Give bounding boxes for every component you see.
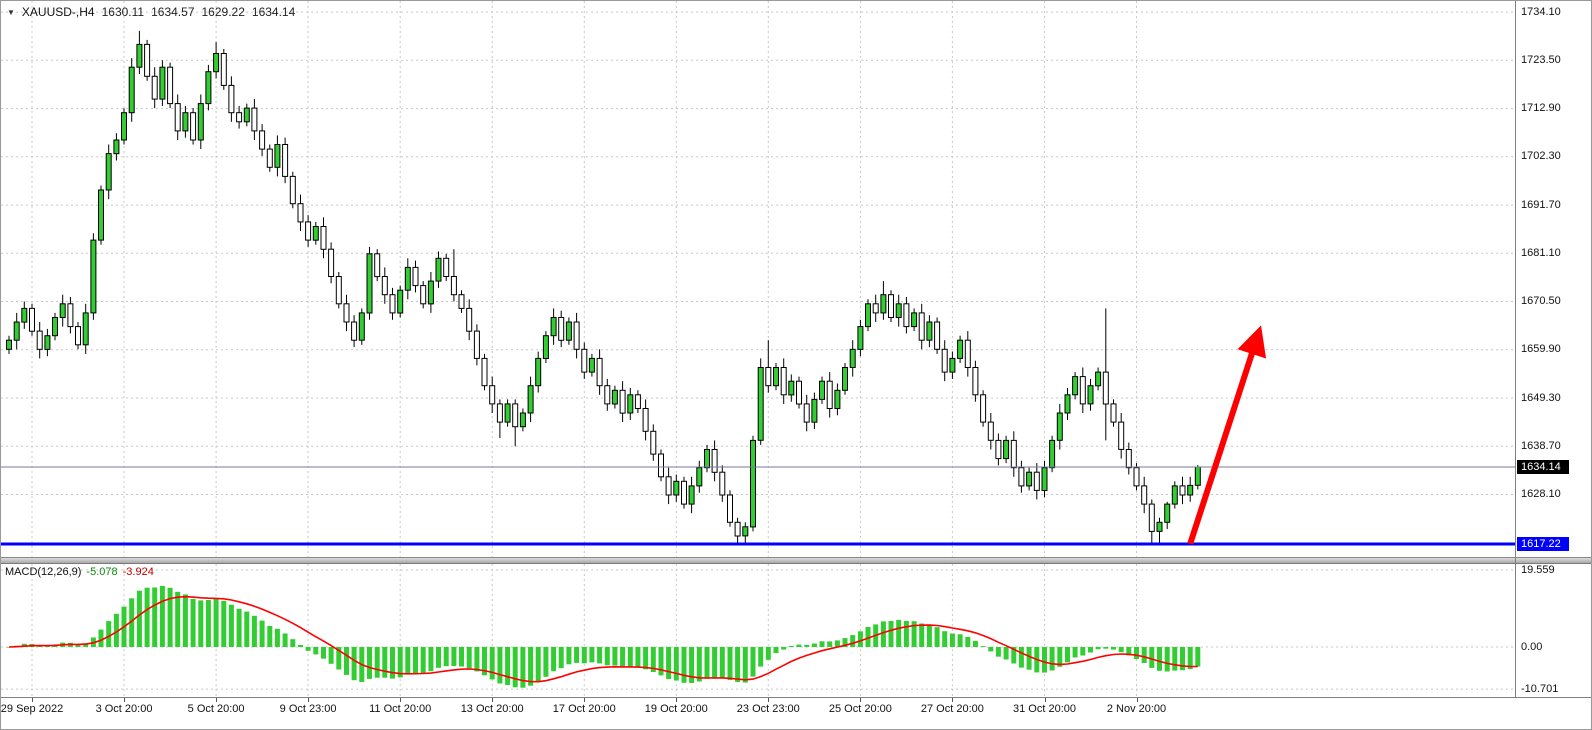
price-axis-label: 1691.70	[1521, 198, 1561, 211]
symbol-title: XAUUSD-,H4	[21, 5, 95, 19]
time-tick-mark	[860, 698, 862, 702]
trend-arrow	[1187, 325, 1267, 545]
time-tick-mark	[32, 698, 33, 702]
hline-price-badge: 1617.22	[1517, 537, 1569, 551]
time-tick-mark	[768, 698, 770, 702]
macd-name: MACD(12,26,9)	[5, 566, 82, 578]
ohlc-low: 1629.22	[201, 5, 245, 19]
macd-chart	[1, 564, 1515, 697]
current-price-badge: 1634.14	[1517, 460, 1569, 474]
price-axis-label: 1723.50	[1521, 53, 1561, 66]
ohlc-open: 1630.11	[101, 5, 145, 19]
macd-signal-line	[8, 595, 1198, 683]
time-tick-mark	[216, 698, 218, 702]
macd-axis-label: -10.701	[1521, 682, 1559, 695]
scale-separator	[1515, 1, 1516, 697]
time-tick-mark	[124, 698, 125, 702]
time-axis-label: 17 Oct 20:00	[552, 703, 616, 715]
ohlc-close: 1634.14	[251, 5, 296, 19]
time-axis-label: 27 Oct 20:00	[920, 703, 984, 715]
price-axis-label: 1702.30	[1521, 150, 1561, 163]
candlestick-chart[interactable]	[1, 1, 1515, 557]
macd-pane[interactable]: MACD(12,26,9) -5.078 -3.924	[1, 564, 1515, 697]
macd-indicator-label: MACD(12,26,9) -5.078 -3.924	[5, 566, 154, 578]
price-axis-label: 1712.90	[1521, 102, 1561, 115]
time-axis[interactable]: 29 Sep 2022 3 Oct 20:00 5 Oct 20:00 9 Oct 2…	[0, 697, 1591, 729]
price-chart-pane[interactable]: ▼ XAUUSD-,H4 1630.11 1634.57 1629.22 163…	[1, 1, 1515, 557]
time-axis-label: 5 Oct 20:00	[187, 703, 245, 715]
time-axis-label: 2 Nov 20:00	[1106, 703, 1167, 715]
price-axis-label: 1659.90	[1521, 343, 1561, 356]
time-tick-mark	[584, 698, 586, 702]
time-tick-mark	[1136, 698, 1138, 702]
time-axis-label: 29 Sep 2022	[0, 703, 64, 715]
time-axis-label: 19 Oct 20:00	[644, 703, 708, 715]
time-tick-mark	[492, 698, 494, 702]
price-axis-label: 1649.30	[1521, 391, 1561, 404]
time-axis-label: 23 Oct 23:00	[736, 703, 800, 715]
time-tick-mark	[308, 698, 310, 702]
macd-axis-label: 0.00	[1521, 640, 1543, 653]
pane-splitter[interactable]	[1, 557, 1591, 564]
price-axis-label: 1734.10	[1521, 5, 1561, 18]
time-tick-mark	[676, 698, 678, 702]
macd-scale[interactable]: 19.559 0.00 -10.701	[1516, 563, 1591, 697]
chart-header: ▼ XAUUSD-,H4 1630.11 1634.57 1629.22 163…	[7, 5, 295, 19]
time-axis-label: 25 Oct 20:00	[828, 703, 892, 715]
price-axis-label: 1638.70	[1521, 439, 1561, 452]
price-scale[interactable]: 1634.14 1617.22 1734.10 1723.50 1712.90 170…	[1516, 1, 1591, 557]
macd-signal-value: -3.924	[122, 566, 154, 578]
ohlc-high: 1634.57	[151, 5, 195, 19]
price-axis-label: 1628.10	[1521, 488, 1561, 500]
time-axis-label: 31 Oct 20:00	[1013, 703, 1076, 715]
price-axis-label: 1670.50	[1521, 295, 1561, 307]
symbol-menu-icon[interactable]: ▼	[7, 7, 15, 17]
macd-axis-label: 19.559	[1521, 563, 1555, 576]
time-axis-label: 3 Oct 20:00	[95, 703, 153, 715]
time-tick-mark	[400, 698, 402, 702]
time-tick-mark	[1044, 698, 1046, 702]
time-tick-mark	[952, 698, 954, 702]
macd-value: -5.078	[86, 566, 118, 578]
time-axis-label: 13 Oct 20:00	[460, 703, 524, 715]
time-axis-label: 11 Oct 20:00	[369, 703, 432, 715]
price-axis-label: 1681.10	[1521, 246, 1561, 259]
time-axis-label: 9 Oct 23:00	[279, 703, 337, 715]
